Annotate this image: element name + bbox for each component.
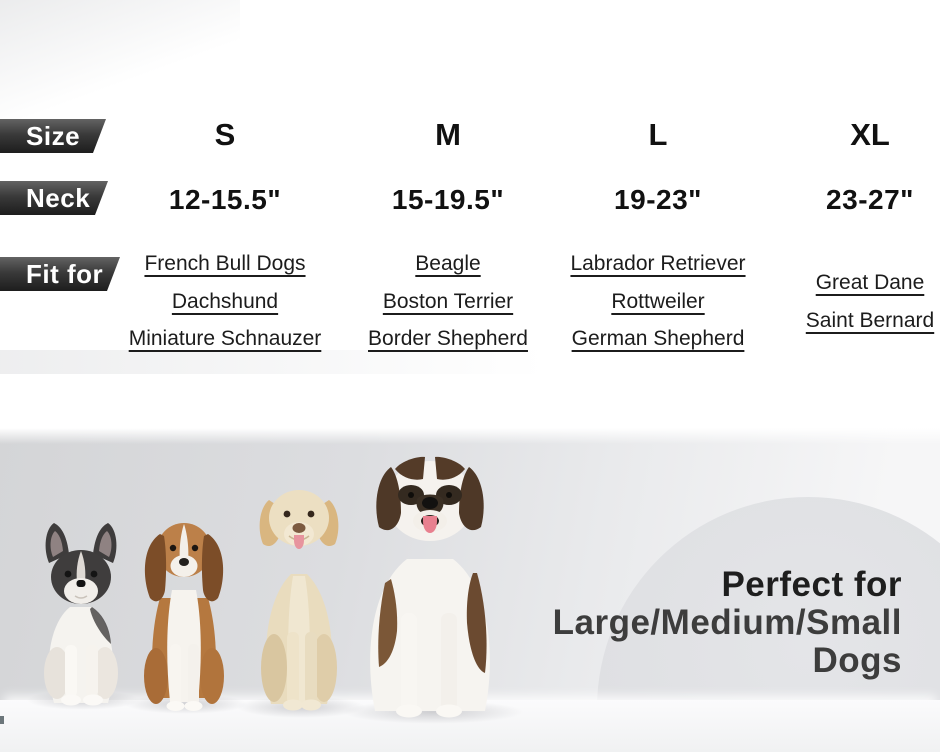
breed-name: Labrador Retriever [570,252,746,275]
size-chart: Size Neck Fit for S M L XL 12-15.5" 15-1… [0,0,940,374]
breed-name: German Shepherd [571,327,745,350]
edge-artifact [0,716,4,724]
size-value-l: L [648,117,668,152]
breed-name: Border Shepherd [368,327,528,350]
corner-shade [0,0,240,120]
breed-name: Beagle [415,252,481,275]
beagle-photo [144,523,224,711]
hero-caption: Perfect for Large/Medium/Small Dogs [553,566,902,680]
row-label-neck: Neck [0,181,108,215]
neck-range-l: 19-23" [614,184,702,215]
row-label-fit-for: Fit for [0,257,120,291]
breed-name: Miniature Schnauzer [128,327,322,350]
caption-line: Perfect for [721,565,902,604]
breed-name: French Bull Dogs [144,252,306,275]
hero-photo-section: Perfect for Large/Medium/Small Dogs [0,428,940,752]
breed-name: Saint Bernard [805,309,935,332]
breed-name: Great Dane [815,271,925,294]
neck-range-xl: 23-27" [826,184,914,215]
caption-line: Large/Medium/Small [552,603,902,642]
breed-name: Rottweiler [611,290,705,313]
french-bulldog-photo [44,523,118,706]
section-shade [0,350,940,374]
size-value-xl: XL [850,117,890,152]
neck-range-s: 12-15.5" [168,184,282,215]
breed-name: Dachshund [171,290,279,313]
neck-range-m: 15-19.5" [391,184,505,215]
row-label-size: Size [0,119,106,153]
section-top-fade [0,428,940,444]
labrador-retriever-photo [259,490,339,711]
caption-line: Dogs [812,641,902,680]
saint-bernard-photo [370,456,490,718]
breed-name: Boston Terrier [382,290,514,313]
size-value-s: S [214,117,236,152]
size-value-m: M [435,117,461,152]
